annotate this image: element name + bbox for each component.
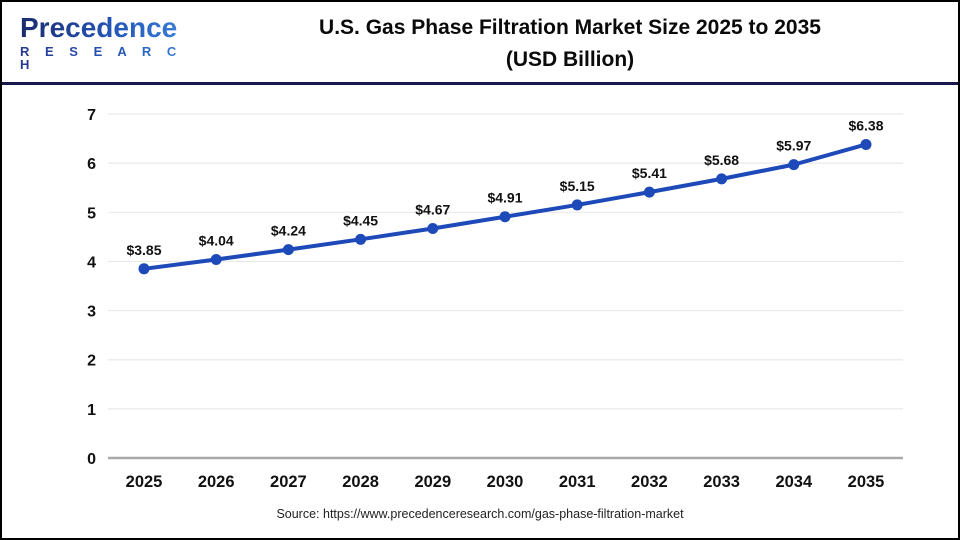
data-point-marker bbox=[355, 233, 367, 245]
data-point-marker bbox=[860, 138, 872, 150]
data-point-label: $4.45 bbox=[343, 212, 378, 228]
data-point-marker bbox=[571, 199, 583, 211]
x-tick-label: 2026 bbox=[198, 473, 235, 491]
x-tick-label: 2030 bbox=[487, 473, 524, 491]
y-tick-label: 2 bbox=[87, 353, 96, 370]
chart-area: 0 1 2 3 4 5 6 7 2025 2026 2027 2028 2029 2030 2031 2032… bbox=[2, 85, 958, 510]
y-tick-label: 0 bbox=[87, 451, 96, 468]
chart-title-line1: U.S. Gas Phase Filtration Market Size 20… bbox=[319, 16, 821, 39]
y-tick-label: 4 bbox=[87, 254, 96, 271]
data-point-label: $4.91 bbox=[487, 190, 522, 206]
data-point-marker bbox=[427, 223, 439, 235]
data-point-label: $4.24 bbox=[271, 223, 306, 239]
x-tick-label: 2028 bbox=[342, 473, 379, 491]
x-tick-label: 2032 bbox=[631, 473, 668, 491]
precedence-research-logo: Precedence R E S E A R C H bbox=[20, 14, 190, 72]
x-tick-label: 2025 bbox=[126, 473, 163, 491]
logo-wordmark: Precedence bbox=[20, 14, 190, 42]
data-point-label: $5.97 bbox=[776, 138, 811, 154]
y-tick-label: 1 bbox=[87, 402, 96, 419]
x-tick-label: 2027 bbox=[270, 473, 307, 491]
x-tick-label: 2029 bbox=[414, 473, 451, 491]
data-point-marker bbox=[499, 211, 511, 223]
x-tick-label: 2031 bbox=[559, 473, 596, 491]
data-point-marker bbox=[210, 253, 222, 265]
data-point-marker bbox=[138, 263, 150, 275]
data-point-marker bbox=[282, 244, 294, 256]
data-point-marker bbox=[788, 159, 800, 171]
chart-title: U.S. Gas Phase Filtration Market Size 20… bbox=[192, 12, 948, 75]
data-point-marker bbox=[643, 186, 655, 198]
data-point-label: $4.67 bbox=[415, 202, 450, 218]
data-point-label: $5.68 bbox=[704, 152, 739, 168]
data-point-label: $3.85 bbox=[126, 242, 161, 258]
data-point-label: $5.41 bbox=[632, 165, 667, 181]
y-tick-label: 5 bbox=[87, 205, 96, 222]
data-point-label: $6.38 bbox=[848, 117, 883, 133]
source-note: Source: https://www.precedenceresearch.c… bbox=[276, 507, 684, 521]
x-tick-label: 2034 bbox=[775, 473, 813, 491]
y-tick-label: 6 bbox=[87, 156, 96, 173]
chart-title-line2: (USD Billion) bbox=[505, 47, 635, 71]
y-tick-label: 3 bbox=[87, 304, 96, 321]
logo-subtitle: R E S E A R C H bbox=[20, 45, 190, 71]
x-tick-label: 2033 bbox=[703, 473, 740, 491]
x-tick-label: 2035 bbox=[848, 473, 885, 491]
market-size-line-chart: 0 1 2 3 4 5 6 7 2025 2026 2027 2028 2029 2030 2031 2032… bbox=[87, 107, 903, 491]
data-point-label: $5.15 bbox=[560, 178, 595, 194]
data-point-marker bbox=[716, 173, 728, 185]
header: Precedence R E S E A R C H U.S. Gas Phas… bbox=[2, 2, 958, 85]
data-point-label: $4.04 bbox=[199, 232, 234, 248]
y-tick-label: 7 bbox=[87, 107, 96, 124]
